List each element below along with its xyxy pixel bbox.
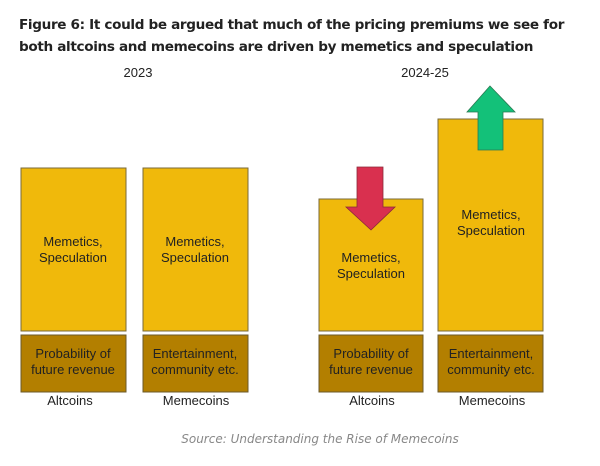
premium-label: Speculation — [161, 250, 229, 265]
base-label: Entertainment, — [449, 346, 534, 361]
period-label-2023: 2023 — [124, 65, 153, 80]
base-label: community etc. — [447, 362, 534, 377]
figure-title: Figure 6: It could be argued that much o… — [19, 17, 565, 55]
premium-label: Speculation — [457, 223, 525, 238]
premium-label: Memetics, — [341, 250, 400, 265]
memecoins-2024-base-box — [437, 334, 544, 393]
base-label: Probability of — [35, 346, 111, 361]
premium-label: Speculation — [39, 250, 107, 265]
altcoins-2023-premium-box — [20, 167, 127, 332]
premium-label: Memetics, — [43, 234, 102, 249]
column-label: Altcoins — [349, 393, 395, 408]
column-label: Memecoins — [459, 393, 526, 408]
altcoins-2024-base-box — [318, 334, 424, 393]
memecoins-2023-premium-box — [142, 167, 249, 332]
base-label: community etc. — [151, 362, 238, 377]
base-label: future revenue — [329, 362, 413, 377]
period-label-2024-25: 2024-25 — [401, 65, 449, 80]
altcoins-2023-base-box — [20, 334, 127, 393]
down-arrow-icon — [344, 166, 396, 231]
memecoins-2024-premium-box — [437, 118, 544, 332]
up-arrow-icon — [466, 85, 516, 151]
premium-label: Memetics, — [165, 234, 224, 249]
base-label: future revenue — [31, 362, 115, 377]
column-label: Altcoins — [47, 393, 93, 408]
memecoins-2023-base-box — [142, 334, 249, 393]
column-label: Memecoins — [163, 393, 230, 408]
premium-label: Speculation — [337, 266, 405, 281]
premium-label: Memetics, — [461, 207, 520, 222]
base-label: Entertainment, — [153, 346, 238, 361]
base-label: Probability of — [333, 346, 409, 361]
source-caption: Source: Understanding the Rise of Memeco… — [181, 432, 459, 446]
